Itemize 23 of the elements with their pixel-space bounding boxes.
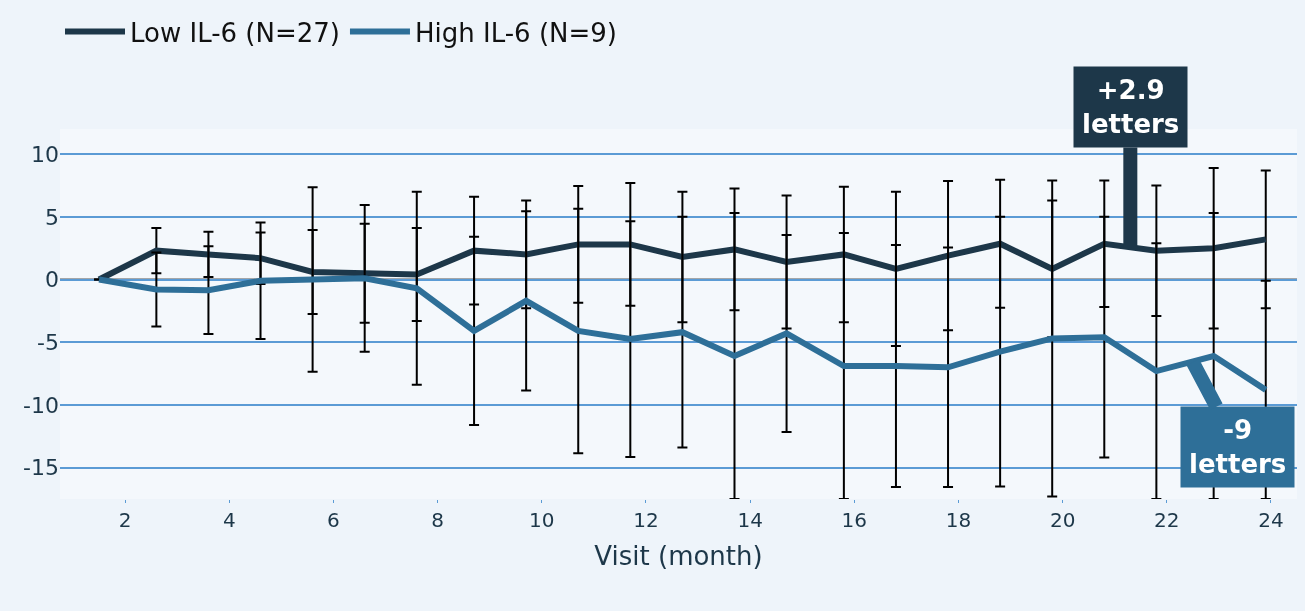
x-tick-label: 12	[633, 508, 659, 532]
y-tick-label: 0	[45, 267, 59, 293]
x-tick-label: 22	[1154, 508, 1180, 532]
y-tick-label: 5	[45, 204, 59, 230]
annotation: +2.9 letters	[1082, 75, 1180, 139]
y-tick-label: -10	[23, 392, 59, 418]
annotation: -9 letters	[1189, 415, 1287, 479]
y-tick-label: 10	[31, 141, 59, 167]
x-tick-label: 18	[945, 508, 972, 532]
x-tick-label: 2	[118, 508, 132, 532]
x-tick-label: 20	[1049, 508, 1076, 532]
y-tick-label: -15	[23, 455, 59, 481]
x-tick-label: 10	[529, 508, 555, 532]
x-tick-label: 24	[1258, 508, 1284, 532]
x-tick-label: 4	[222, 508, 236, 532]
x-tick-label: 16	[841, 508, 868, 532]
x-tick-label: 6	[327, 508, 340, 532]
legend-label: High IL-6 (N=9)	[414, 17, 617, 48]
x-tick-label: 14	[737, 508, 763, 532]
x-tick-label: 8	[431, 508, 444, 532]
x-axis-title: Visit (month)	[594, 540, 763, 571]
y-tick-label: -5	[37, 329, 59, 355]
legend-label: Low IL-6 (N=27)	[130, 17, 340, 48]
